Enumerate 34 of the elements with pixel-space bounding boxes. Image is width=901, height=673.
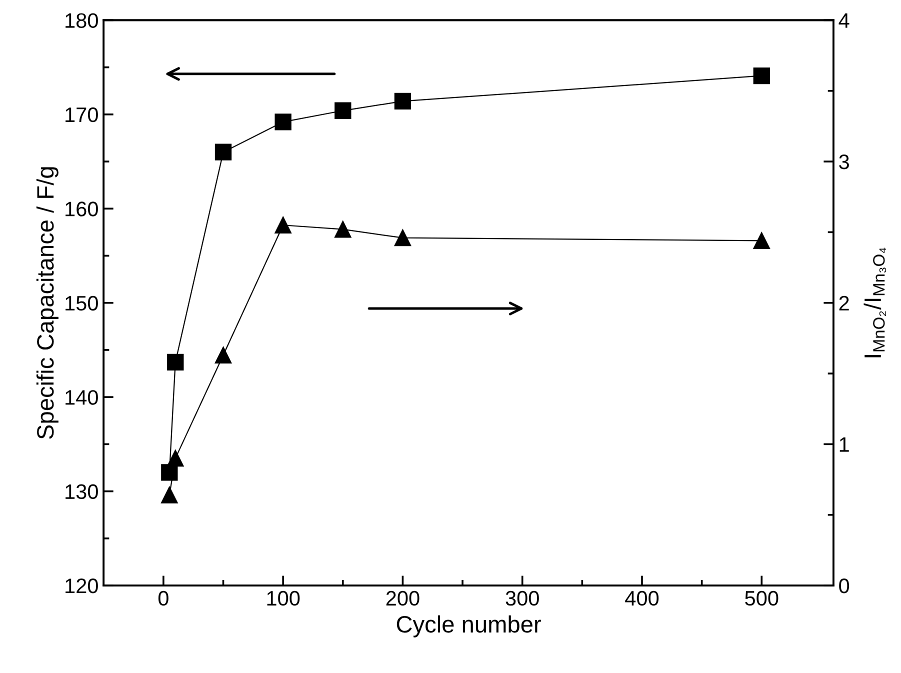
x-tick-label: 200 bbox=[386, 590, 420, 606]
y2-tick-label: 1 bbox=[840, 437, 849, 452]
y-tick-label: 180 bbox=[66, 13, 98, 28]
y2-axis-title: I$_{MnO₂}$/I$_{Mn₃O₄}$ bbox=[864, 248, 886, 358]
x-tick-label: 100 bbox=[267, 590, 300, 606]
y-axis-title: Specific Capacitance / F/g bbox=[36, 167, 58, 439]
x-tick-label: 0 bbox=[158, 590, 168, 606]
x-tick-label: 300 bbox=[506, 590, 539, 606]
y-tick-label: 120 bbox=[66, 578, 98, 594]
point bbox=[161, 486, 178, 504]
y-tick-label: 150 bbox=[66, 296, 98, 311]
point bbox=[214, 346, 232, 364]
point bbox=[394, 230, 412, 246]
y2-tick-label: 3 bbox=[839, 154, 849, 170]
point bbox=[274, 114, 292, 130]
x-tick-label: 500 bbox=[745, 590, 778, 606]
point bbox=[334, 221, 352, 238]
y-tick-label: 140 bbox=[66, 390, 98, 405]
point bbox=[167, 450, 184, 467]
y-tick-label: 130 bbox=[66, 484, 98, 500]
y2-tick-label: 2 bbox=[839, 296, 849, 310]
point bbox=[214, 144, 232, 160]
x-axis-title: Cycle number bbox=[396, 615, 541, 638]
point bbox=[394, 92, 412, 110]
point bbox=[753, 67, 770, 84]
y-tick-label: 170 bbox=[66, 107, 98, 122]
point bbox=[167, 354, 184, 371]
x-tick-label: 400 bbox=[625, 590, 659, 606]
y2-tick-label: 4 bbox=[838, 13, 850, 28]
point bbox=[334, 102, 352, 119]
point bbox=[274, 216, 292, 234]
y2-tick-label: 0 bbox=[839, 578, 850, 594]
y-tick-label: 160 bbox=[66, 202, 98, 216]
point bbox=[753, 232, 770, 249]
